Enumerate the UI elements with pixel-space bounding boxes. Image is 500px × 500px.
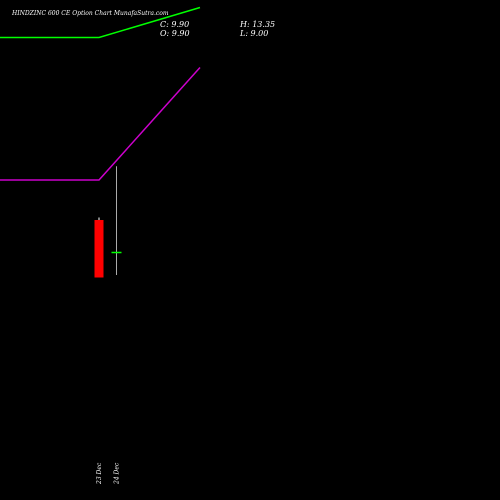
x-tick-label: 24 Dec [114,462,121,485]
indicator-line-2 [0,66,201,181]
low-value: L: 9.00 [240,29,269,38]
candle-body [94,220,104,278]
chart-title: HINDZINC 600 CE Option Chart MunafaSutra… [12,10,169,17]
close-value: C: 9.90 [160,20,190,29]
open-value: O: 9.90 [160,29,190,38]
x-tick-label: 23 Dec [96,462,103,485]
high-value: H: 13.35 [240,20,276,29]
indicator-line-1 [0,6,201,39]
